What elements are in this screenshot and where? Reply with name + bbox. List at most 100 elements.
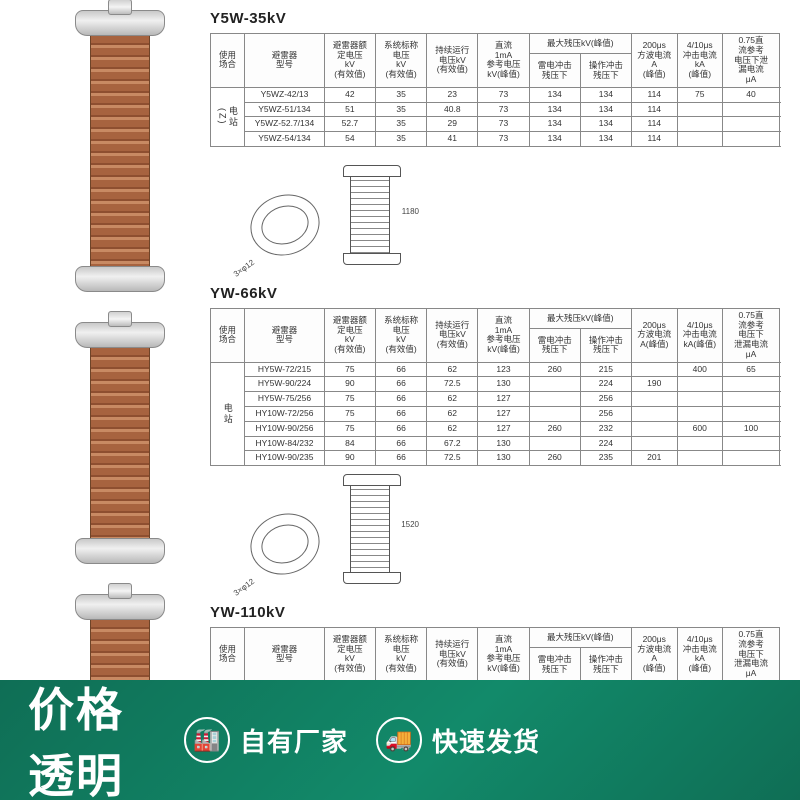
table-cell	[723, 117, 780, 132]
col-header: 使用场合	[211, 308, 245, 362]
table-cell	[677, 407, 723, 422]
table-cell: 73	[478, 102, 529, 117]
table-cell	[677, 117, 723, 132]
table-cell: HY5W-72/215	[245, 362, 325, 377]
col-header: 4/10μs冲击电流kA(峰值)	[677, 34, 723, 88]
col-header: 4/10μs冲击电流kA(峰值)	[677, 308, 723, 362]
table-cell: 235	[580, 451, 631, 466]
schematic-drawing: 3×φ121520	[250, 474, 780, 574]
table-cell: 232	[580, 421, 631, 436]
col-header: 避雷器型号	[245, 34, 325, 88]
col-header: 避雷器额定电压kV(有效值)	[324, 628, 375, 682]
table-cell: Y5WZ-52.7/134	[245, 117, 325, 132]
col-subheader: 雷电冲击残压下	[529, 329, 580, 363]
table-cell: 62	[427, 421, 478, 436]
table-cell: 224	[580, 436, 631, 451]
col-header: 避雷器额定电压kV(有效值)	[324, 308, 375, 362]
table-cell: 40.8	[427, 102, 478, 117]
truck-icon: 🚚	[376, 717, 422, 763]
col-header: 持续运行电压kV(有效值)	[427, 628, 478, 682]
table-cell: 127	[478, 421, 529, 436]
table-cell	[632, 436, 678, 451]
table-cell	[677, 392, 723, 407]
table-cell: 66	[375, 362, 426, 377]
col-header: 200μs方波电流A(峰值)	[632, 628, 678, 682]
col-header: 4/10μs冲击电流kA(峰值)	[677, 628, 723, 682]
table-cell: 66	[375, 407, 426, 422]
col-header: 使用场合	[211, 34, 245, 88]
pill-factory: 🏭 自有厂家	[184, 717, 348, 763]
table-cell: 42	[324, 87, 375, 102]
table-row: HY10W-90/235906672.5130260235201	[211, 451, 780, 466]
section-yw66: YW-66kV使用场合避雷器型号避雷器额定电压kV(有效值)系统标称电压kV(有…	[210, 285, 780, 574]
table-cell	[529, 407, 580, 422]
table-cell: 72.5	[427, 451, 478, 466]
col-header: 系统标称电压kV(有效值)	[375, 34, 426, 88]
col-subheader: 操作冲击残压下	[580, 329, 631, 363]
table-cell: HY10W-90/256	[245, 421, 325, 436]
table-cell: 35	[375, 117, 426, 132]
col-header: 避雷器额定电压kV(有效值)	[324, 34, 375, 88]
col-subheader: 操作冲击残压下	[580, 54, 631, 88]
table-cell: Y5WZ-51/134	[245, 102, 325, 117]
table-cell	[632, 392, 678, 407]
promo-banner: 价格透明 🏭 自有厂家 🚚 快速发货	[0, 680, 800, 800]
section-y5w35: Y5W-35kV使用场合避雷器型号避雷器额定电压kV(有效值)系统标称电压kV(…	[210, 10, 780, 255]
table-cell	[723, 407, 780, 422]
table-cell: 114	[632, 132, 678, 147]
table-cell: 134	[529, 117, 580, 132]
table-cell: 65	[723, 362, 780, 377]
col-subheader: 操作冲击残压下	[580, 648, 631, 682]
table-cell: 72.5	[427, 377, 478, 392]
table-row: Y5WZ-54/13454354173134134114	[211, 132, 780, 147]
section-title: YW-110kV	[210, 604, 780, 621]
table-cell	[723, 377, 780, 392]
table-cell	[632, 362, 678, 377]
table-cell	[529, 377, 580, 392]
col-subheader: 雷电冲击残压下	[529, 648, 580, 682]
table-cell: 75	[677, 87, 723, 102]
table-cell: HY5W-75/256	[245, 392, 325, 407]
table-cell: 54	[324, 132, 375, 147]
col-header: 0.75直流参考电压下泄漏电流μA	[723, 34, 780, 88]
table-cell: 127	[478, 407, 529, 422]
table-cell: 66	[375, 436, 426, 451]
table-cell: 114	[632, 87, 678, 102]
table-cell: 66	[375, 451, 426, 466]
col-header: 避雷器型号	[245, 628, 325, 682]
pill-factory-label: 自有厂家	[240, 722, 348, 759]
table-cell: 600	[677, 421, 723, 436]
schematic-height-dim: 1520	[401, 520, 419, 529]
table-cell: HY10W-72/256	[245, 407, 325, 422]
table-row: HY10W-90/256756662127260232600100	[211, 421, 780, 436]
table-cell: 75	[324, 421, 375, 436]
table-cell: 130	[478, 377, 529, 392]
table-cell: 73	[478, 117, 529, 132]
table-row: 电站(Z)Y5WZ-42/1342352373134134114754050	[211, 87, 780, 102]
table-cell: 73	[478, 87, 529, 102]
table-cell: 201	[632, 451, 678, 466]
table-row: Y5WZ-51/134513540.873134134114	[211, 102, 780, 117]
table-cell: 256	[580, 392, 631, 407]
table-cell	[529, 436, 580, 451]
schematic-base-dim: 3×φ12	[232, 577, 256, 598]
banner-headline: 价格透明	[28, 674, 124, 800]
col-header-span: 最大残压kV(峰值)	[529, 34, 631, 54]
table-cell: 35	[375, 132, 426, 147]
table-cell: 400	[677, 362, 723, 377]
table-row: HY5W-90/224906672.5130224190	[211, 377, 780, 392]
col-header: 200μs方波电流A(峰值)	[632, 34, 678, 88]
table-row: HY10W-72/256756662127256	[211, 407, 780, 422]
table-cell: 130	[478, 436, 529, 451]
table-cell: 127	[478, 392, 529, 407]
table-cell	[632, 421, 678, 436]
table-cell: 256	[580, 407, 631, 422]
table-cell: 75	[324, 407, 375, 422]
table-cell: 90	[324, 451, 375, 466]
table-cell: 215	[580, 362, 631, 377]
table-cell: 73	[478, 132, 529, 147]
table-cell: 35	[375, 102, 426, 117]
table-row: 电站HY5W-72/2157566621232602154006550	[211, 362, 780, 377]
table-row: HY10W-84/232846667.2130224	[211, 436, 780, 451]
table-cell: HY5W-90/224	[245, 377, 325, 392]
